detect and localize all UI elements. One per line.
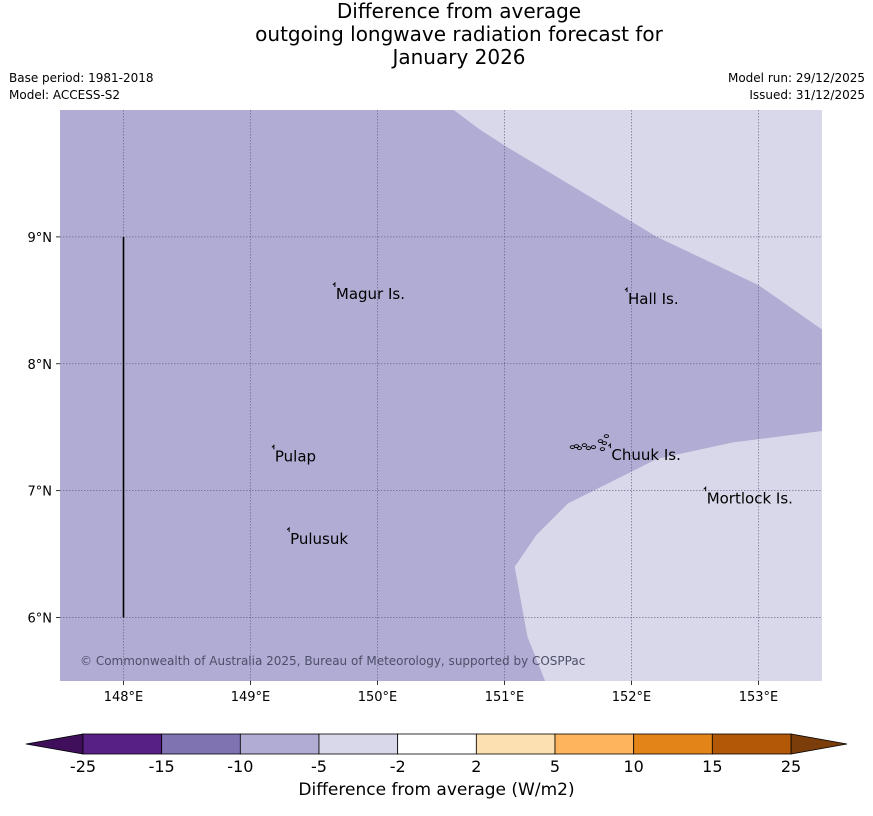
model-run-label: Model run: 29/12/2025 [727, 71, 865, 85]
lon-tick-label: 148°E [104, 690, 144, 705]
place-label-hall-is: Hall Is. [628, 290, 679, 308]
chuuk-islet [590, 445, 597, 449]
colorbar-bin [554, 733, 635, 755]
place-label-magur-is: Magur Is. [336, 285, 405, 303]
island-outline-hall-is [624, 286, 628, 293]
meta-right: Model run: 29/12/2025 Issued: 31/12/2025 [728, 70, 865, 104]
colorbar-bin [475, 733, 556, 755]
colorbar-tick-label: -25 [70, 757, 96, 776]
colorbar-tick-label: -10 [227, 757, 253, 776]
map-axes: 148°E 149°E 150°E 151°E 152°E 153°E 9°N 8°N 7°N 6… [28, 231, 779, 705]
anomaly-regions [453, 110, 822, 681]
chuuk-islet [585, 446, 592, 450]
place-label-chuuk-is: Chuuk Is. [611, 446, 680, 464]
lon-tick-label: 151°E [485, 690, 525, 705]
island-outline-mortlock-is [703, 486, 707, 492]
base-period-label: Base period: 1981-2018 [9, 71, 154, 85]
title-line-1: Difference from average [336, 0, 582, 23]
colorbar-bin [239, 733, 320, 755]
place-label-pulusuk: Pulusuk [290, 530, 348, 548]
colorbar-tick-label: 10 [623, 757, 643, 776]
anomaly-region-northeast [453, 110, 822, 330]
place-labels: Magur Is. Hall Is. Pulap Chuuk Is. Mortlock … [271, 281, 793, 548]
model-label: Model: ACCESS-S2 [9, 88, 121, 102]
chuuk-islet [603, 434, 610, 438]
chuuk-islet [601, 441, 608, 445]
lon-tick-label: 153°E [739, 690, 779, 705]
colorbar-tick-label: 2 [471, 757, 481, 776]
colorbar-over-arrow [790, 733, 848, 755]
chuuk-islet [581, 443, 588, 447]
colorbar-bin [82, 733, 163, 755]
meta-left: Base period: 1981-2018 Model: ACCESS-S2 [9, 70, 154, 104]
issued-label: Issued: 31/12/2025 [749, 88, 865, 102]
map-plot-area: Magur Is. Hall Is. Pulap Chuuk Is. Mortlock … [60, 110, 822, 681]
colorbar-bin [161, 733, 241, 755]
chuuk-islet [576, 446, 583, 450]
lon-tick-label: 149°E [231, 690, 271, 705]
copyright-notice: © Commonwealth of Australia 2025, Bureau… [80, 654, 585, 668]
lat-tick-label: 7°N [28, 485, 53, 500]
colorbar-bin [633, 733, 713, 755]
place-label-pulap: Pulap [275, 447, 316, 465]
lat-tick-label: 6°N [28, 612, 53, 627]
chuuk-islet [599, 447, 606, 451]
chuuk-islet [597, 439, 604, 443]
colorbar-bin [397, 733, 477, 755]
colorbar-tick-label: -2 [390, 757, 406, 776]
place-label-mortlock-is: Mortlock Is. [707, 489, 793, 507]
colorbar-tick-label: 5 [550, 757, 560, 776]
chuuk-islands-outline [569, 434, 610, 451]
title-line-3: January 2026 [392, 45, 526, 69]
colorbar-tick-label: 25 [781, 757, 801, 776]
chuuk-islet [573, 444, 580, 448]
lat-tick-label: 8°N [28, 358, 53, 373]
lon-tick-label: 152°E [612, 690, 652, 705]
lon-tick-label: 150°E [358, 690, 398, 705]
anomaly-region-southeast [514, 431, 822, 681]
title-line-2: outgoing longwave radiation forecast for [255, 22, 663, 46]
island-outline-chuuk-is [608, 442, 611, 449]
colorbar-label: Difference from average (W/m2) [298, 780, 575, 800]
colorbar-tick-label: 15 [702, 757, 722, 776]
colorbar-bin [711, 733, 792, 755]
island-outline-magur-is [332, 281, 336, 287]
colorbar-bin [318, 733, 399, 755]
chart-title: Difference from average outgoing longwav… [0, 0, 873, 69]
island-outline-pulusuk [286, 526, 290, 532]
colorbar-tick-label: -5 [311, 757, 327, 776]
colorbar-tick-label: -15 [149, 757, 175, 776]
colorbar-under-arrow [25, 733, 84, 755]
colorbar: -25 -15 -10 -5 -2 2 5 10 15 25 [25, 733, 848, 776]
lat-tick-label: 9°N [28, 231, 53, 246]
island-outline-pulap [271, 444, 275, 450]
